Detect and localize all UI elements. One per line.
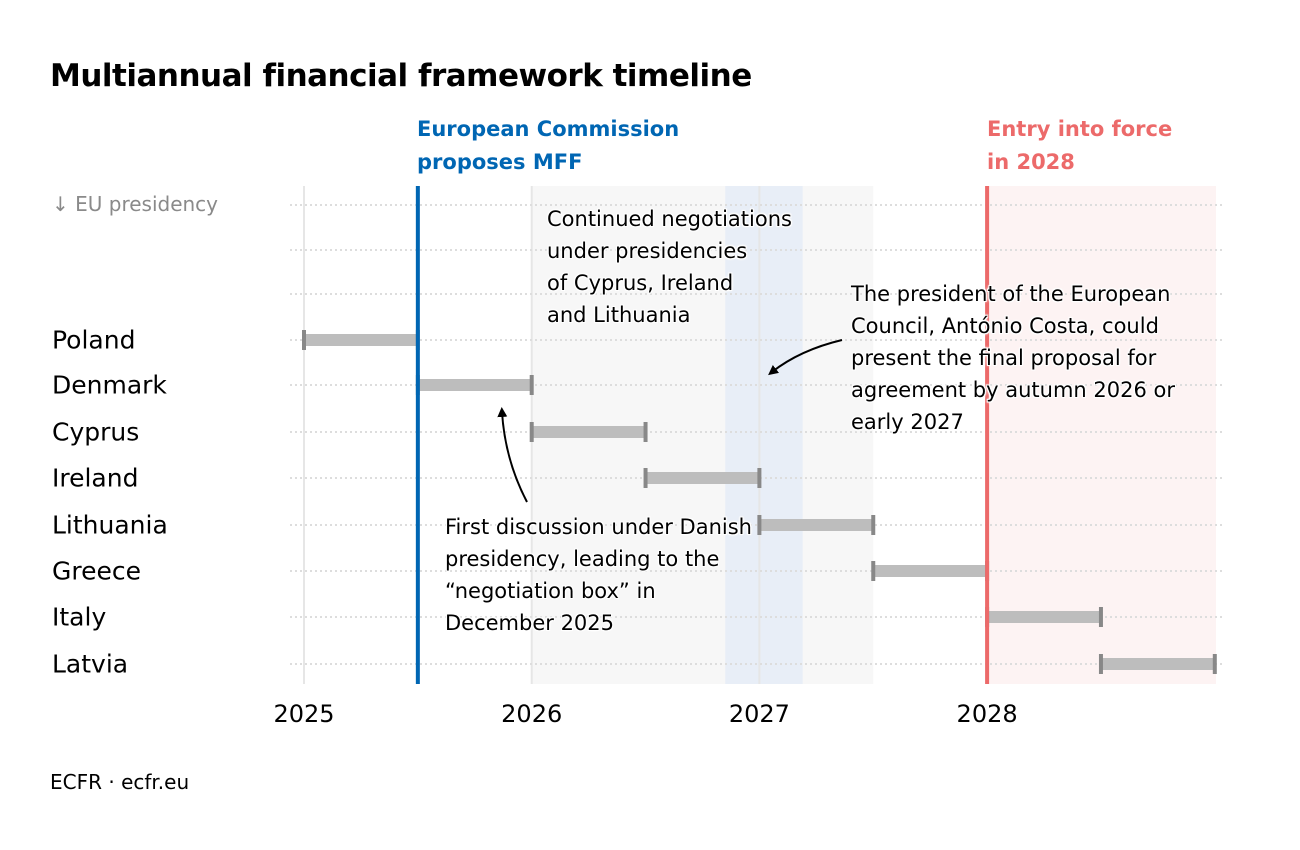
year-label-2027: 2027 — [728, 700, 790, 728]
country-label-greece: Greece — [52, 556, 141, 586]
bar-cap-start — [302, 330, 306, 350]
danish-presidency-note: First discussion under Danish presidency… — [445, 515, 752, 635]
bar-cap-start — [757, 515, 762, 535]
costa-arrow-icon — [768, 339, 843, 376]
entry-marker-line — [985, 186, 990, 684]
bar-lithuania — [759, 519, 874, 531]
bar-cap-end — [1098, 607, 1103, 627]
entry-label-line1: Entry into force — [987, 117, 1173, 141]
commission-label-line2: proposes MFF — [417, 150, 583, 174]
band-2 — [987, 186, 1216, 684]
bar-cyprus — [531, 426, 646, 438]
commission-event-label: European Commission proposes MFF — [417, 113, 679, 179]
costa-note: The president of the European Council, A… — [851, 282, 1176, 434]
annotation-arrows — [497, 339, 843, 503]
chart-title: Multiannual financial framework timeline — [50, 58, 752, 94]
danish-arrow-icon — [497, 407, 528, 503]
country-label-cyprus: Cyprus — [52, 417, 140, 447]
entry-label-line2: in 2028 — [987, 150, 1075, 174]
year-label-2028: 2028 — [956, 700, 1018, 728]
country-label-ireland: Ireland — [52, 463, 139, 493]
background-bands — [531, 186, 1216, 684]
source-footer: ECFR · ecfr.eu — [50, 770, 190, 794]
country-label-italy: Italy — [52, 602, 107, 632]
bar-cap-start — [1098, 654, 1103, 674]
year-label-2026: 2026 — [501, 700, 563, 728]
presidency-axis-note: ↓ EU presidency — [52, 192, 219, 216]
bar-latvia — [1100, 658, 1215, 670]
band-1 — [725, 186, 803, 684]
bar-italy — [987, 611, 1101, 623]
bar-cap-end — [871, 515, 876, 535]
commission-marker-line — [415, 186, 420, 684]
event-markers — [415, 186, 990, 684]
bar-cap-end — [529, 375, 534, 395]
entry-event-label: Entry into force in 2028 — [987, 113, 1172, 179]
bar-cap-end — [757, 468, 762, 488]
commission-label-line1: European Commission — [417, 117, 680, 141]
continued-negotiations-note: Continued negotiations under presidencie… — [547, 207, 792, 327]
bar-ireland — [645, 472, 760, 484]
bar-cap-start — [529, 422, 534, 442]
bar-greece — [873, 565, 988, 577]
year-label-2025: 2025 — [273, 700, 335, 728]
country-label-poland: Poland — [52, 325, 136, 355]
bar-denmark — [417, 379, 532, 391]
country-label-lithuania: Lithuania — [52, 510, 168, 540]
bar-poland — [304, 334, 418, 346]
bar-cap-start — [871, 561, 876, 581]
country-label-denmark: Denmark — [52, 370, 167, 400]
bar-cap-end — [643, 422, 648, 442]
bar-cap-start — [643, 468, 648, 488]
bar-cap-end — [1212, 654, 1217, 674]
country-label-latvia: Latvia — [52, 649, 129, 679]
